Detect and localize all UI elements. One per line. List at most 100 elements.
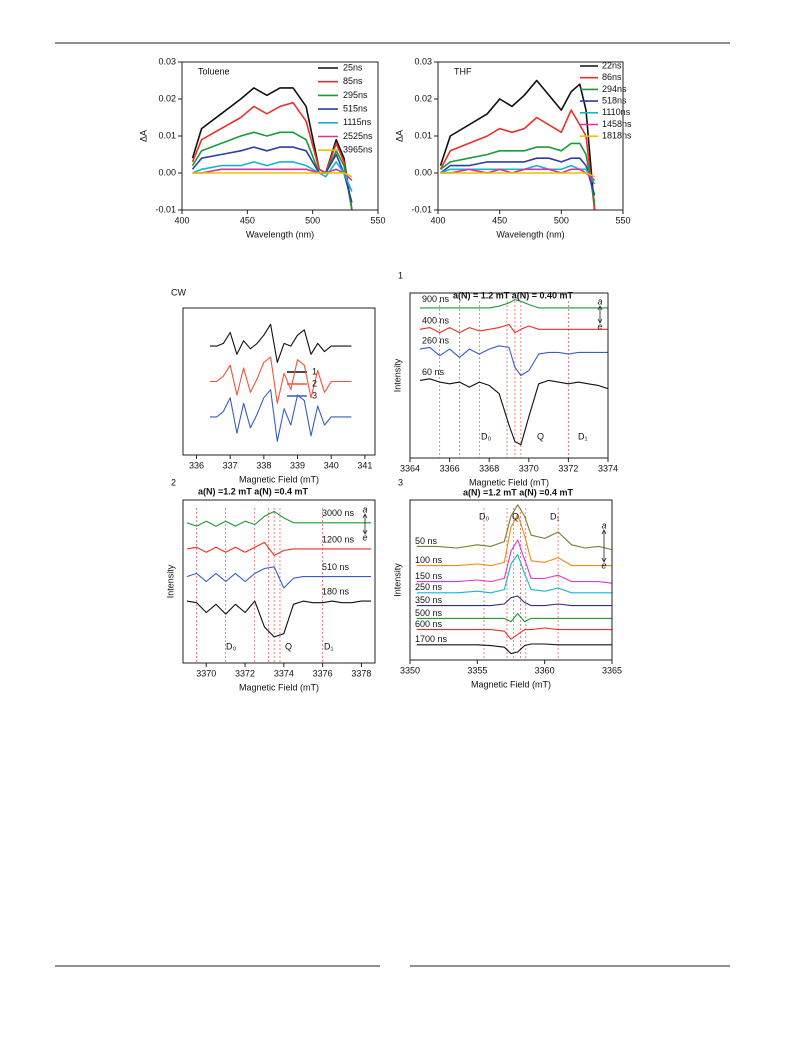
x-tick-label: 3355 [467,665,487,675]
trace-label: 150 ns [415,571,443,581]
hyperfine-note: a(N) =1.2 mT a(N) =0.4 mT [198,486,309,496]
x-tick-label: 3370 [519,463,539,473]
y-tick-label: 0.01 [158,130,176,140]
phase-label: e [597,321,602,331]
y-axis-label: ΔA [138,130,148,142]
y-axis-label: ΔA [394,130,404,142]
trace-label: 350 ns [415,595,443,605]
series-line [209,356,352,404]
trace-label: 1200 ns [322,534,355,544]
plot-frame [409,499,613,661]
trace-label: 100 ns [415,555,443,565]
x-axis-label: Wavelength (nm) [246,229,314,239]
legend-label: 515ns [343,103,368,113]
chart-title: CW [171,287,186,297]
hyperfine-note: a(N) =1.2 mT a(N) =0.4 mT [463,487,574,497]
phase-label: a [597,296,602,306]
x-tick-label: 337 [223,460,238,470]
x-tick-label: 3368 [479,463,499,473]
x-tick-label: 338 [256,460,271,470]
peak-label: D₀ [479,511,489,521]
y-tick-label: -0.01 [155,204,176,214]
x-tick-label: 3365 [602,665,622,675]
chart-title: 2 [171,477,176,487]
hyperfine-note: a(N) = 1.2 mT a(N) = 0.40 mT [453,290,574,300]
trace-label: 600 ns [415,619,443,629]
x-axis-label: Magnetic Field (mT) [469,477,549,487]
legend-label: 1110ns [602,107,631,117]
x-tick-label: 450 [240,215,255,225]
trace-label: 1700 ns [415,634,448,644]
legend-label: 3965ns [343,145,373,155]
legend-label: 518ns [602,95,627,105]
series-line [191,101,353,211]
series-line [419,345,608,377]
x-axis-label: Magnetic Field (mT) [239,474,319,484]
x-tick-label: 3374 [274,668,294,678]
series-line [192,168,353,181]
series-line [439,109,596,211]
x-axis-label: Magnetic Field (mT) [239,682,319,692]
series-line [440,172,595,178]
y-tick-label: 0.03 [158,56,176,66]
peak-label: D₁ [324,641,334,651]
peak-label: D₀ [481,431,491,441]
x-tick-label: 3360 [535,665,555,675]
series-line [416,613,612,623]
y-tick-label: 0.03 [414,56,432,66]
series-line [209,389,352,442]
phase-label: a [362,504,367,514]
y-tick-label: 0.00 [414,167,432,177]
y-tick-label: 0.02 [158,93,176,103]
x-tick-label: 3372 [558,463,578,473]
x-tick-label: 450 [492,215,507,225]
x-tick-label: 3378 [351,668,371,678]
x-axis-label: Magnetic Field (mT) [471,679,551,689]
legend-label: 86ns [602,72,622,82]
trace-label: 500 ns [415,608,443,618]
x-tick-label: 3366 [440,463,460,473]
series-line [191,87,353,211]
series-line [439,79,596,211]
series-line [416,513,612,567]
peak-label: D₁ [550,511,560,521]
series-line [186,566,372,589]
x-tick-label: 400 [174,215,189,225]
series-line [440,142,596,203]
series-line [209,323,352,363]
legend-label: 1458ns [602,119,632,129]
x-tick-label: 341 [357,460,372,470]
x-tick-label: 3376 [313,668,333,678]
peak-label: Q [537,431,544,441]
x-tick-label: 400 [430,215,445,225]
chart-title: Toluene [198,66,230,76]
trace-label: 510 ns [322,562,350,572]
peak-label: Q [512,511,519,521]
series-line [186,541,372,556]
trace-label: 250 ns [415,582,443,592]
series-line [192,161,353,192]
phase-label: e [362,532,367,542]
series-line [416,539,613,584]
legend-label: 85ns [343,76,363,86]
series-line [440,164,596,185]
trace-label: 400 ns [422,316,450,326]
series-line [419,323,608,334]
series-line [416,595,612,607]
series-line [416,627,612,640]
legend-label: 2525ns [343,131,373,141]
x-tick-label: 3350 [400,665,420,675]
peak-label: D₁ [578,431,588,441]
legend-label: 3 [312,390,317,400]
y-axis-label: Intensity [165,564,175,598]
trace-label: 60 ns [422,367,445,377]
phase-arrowhead [601,529,607,563]
plot-frame [409,292,609,459]
y-axis-label: Intensity [392,563,402,597]
legend-label: 1818ns [602,131,632,141]
series-line [416,553,612,594]
series-line [191,146,353,203]
legend-label: 294ns [602,84,627,94]
peak-label: D₀ [226,641,236,651]
x-tick-label: 3372 [235,668,255,678]
